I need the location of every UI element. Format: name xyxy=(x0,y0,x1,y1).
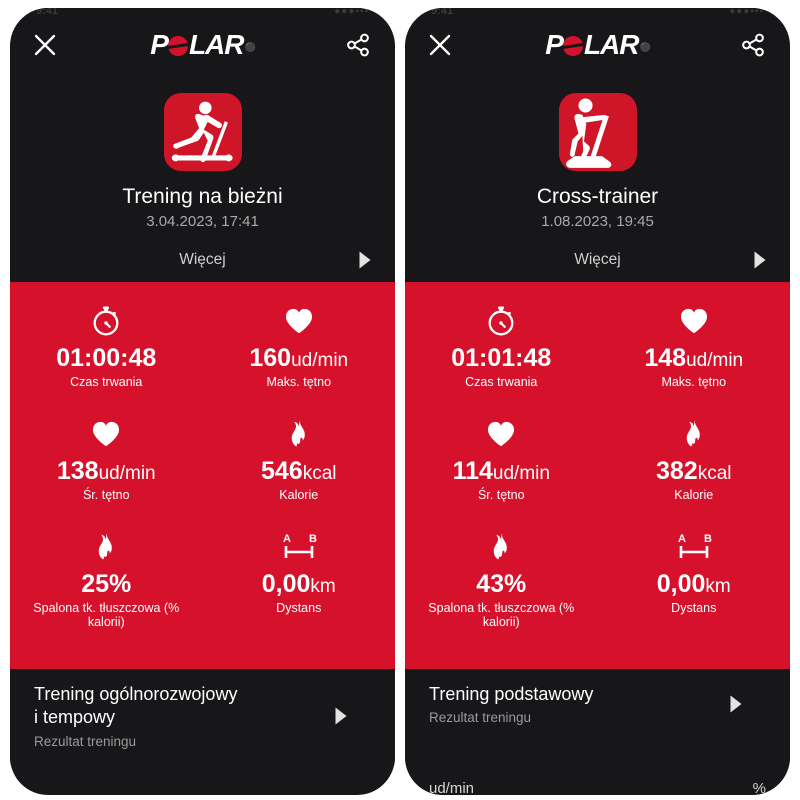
svg-text:B: B xyxy=(704,533,712,545)
svg-text:A: A xyxy=(283,533,291,545)
svg-text:A: A xyxy=(678,533,686,545)
svg-text:B: B xyxy=(309,533,317,545)
